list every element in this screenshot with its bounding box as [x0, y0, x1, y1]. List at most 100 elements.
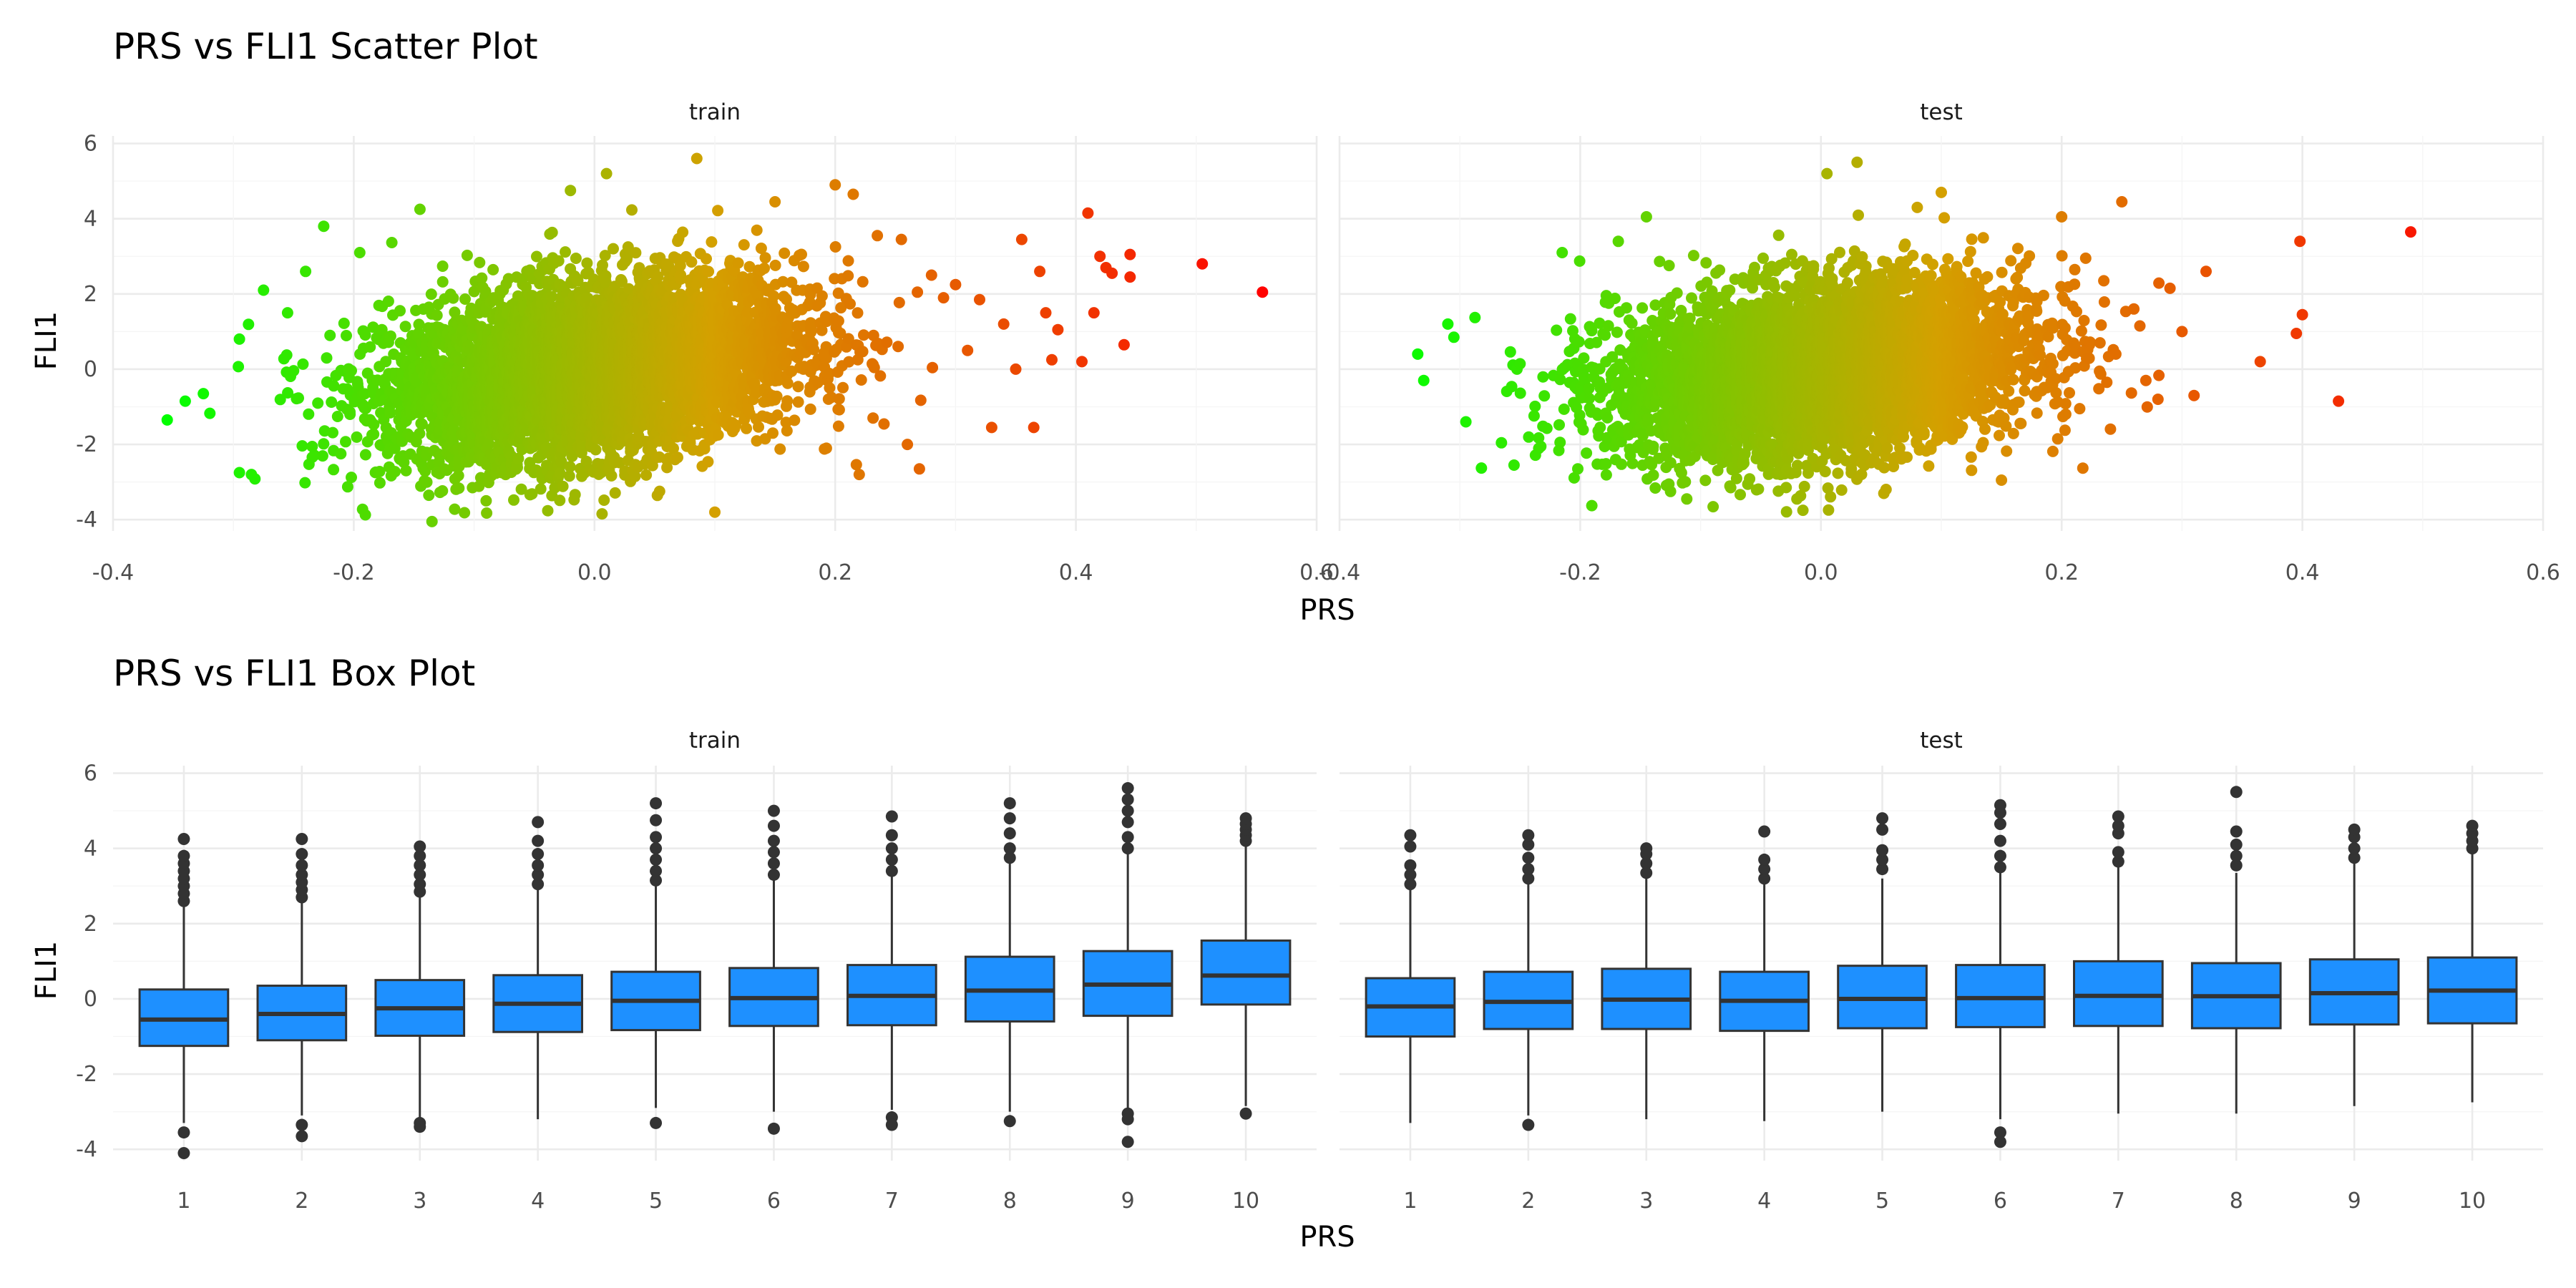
scatter-point	[389, 466, 401, 478]
scatter-point	[280, 349, 293, 361]
scatter-point	[590, 444, 602, 456]
scatter-point	[453, 482, 465, 494]
scatter-point	[459, 507, 471, 519]
scatter-point	[436, 275, 449, 288]
scatter-point	[413, 318, 425, 331]
scatter-point	[640, 469, 653, 481]
scatter-point	[542, 504, 554, 517]
scatter-point	[712, 205, 724, 217]
x-tick-label: 0.2	[818, 560, 852, 585]
scatter-point	[331, 411, 343, 422]
scatter-point	[340, 436, 351, 448]
scatter-point	[243, 318, 255, 331]
scatter-point	[274, 394, 286, 406]
scatter-point	[672, 452, 683, 464]
scatter-point	[751, 224, 763, 236]
scatter-point	[399, 321, 411, 333]
scatter-point	[316, 450, 328, 462]
scatter-point	[483, 438, 495, 450]
scatter-point	[233, 361, 245, 373]
scatter-point	[374, 477, 386, 489]
x-tick-label: -0.4	[92, 560, 135, 585]
box-title: PRS vs FLI1 Box Plot	[113, 653, 475, 694]
scatter-point	[389, 442, 401, 454]
scatter-point	[508, 494, 519, 506]
scatter-point	[557, 480, 569, 492]
y-tick-label: 2	[84, 282, 97, 307]
y-tick-label: 0	[84, 357, 97, 382]
scatter-point	[380, 356, 392, 368]
scatter-point	[758, 263, 770, 274]
scatter-title: PRS vs FLI1 Scatter Plot	[113, 26, 538, 67]
scatter-point	[312, 397, 324, 409]
scatter-point	[324, 329, 336, 341]
scatter-point	[741, 422, 753, 434]
scatter-point	[351, 431, 363, 443]
scatter-point	[346, 365, 357, 376]
scatter-point	[564, 461, 576, 473]
scatter-x-axis-title: PRS	[1299, 594, 1355, 627]
scatter-point	[436, 485, 449, 497]
x-tick-label: 0.6	[1299, 560, 1334, 585]
scatter-point	[368, 419, 380, 431]
scatter-point	[368, 428, 380, 440]
scatter-point	[421, 476, 433, 488]
scatter-point	[431, 309, 443, 321]
scatter-point	[204, 407, 216, 419]
scatter-point	[712, 429, 724, 441]
scatter-point	[384, 406, 396, 419]
scatter-point	[476, 272, 488, 284]
scatter-point	[296, 440, 308, 452]
scatter-point	[452, 469, 464, 482]
scatter-point	[459, 293, 471, 305]
y-tick-label: -4	[76, 507, 97, 532]
scatter-point	[449, 503, 461, 515]
scatter-point	[358, 388, 371, 400]
scatter-point	[318, 438, 330, 450]
scatter-point	[738, 239, 750, 251]
scatter-point	[535, 483, 547, 495]
scatter-point	[303, 408, 315, 420]
scatter-point	[308, 449, 321, 462]
scatter-point	[481, 507, 493, 519]
scatter-point	[702, 456, 714, 468]
scatter-point	[703, 265, 715, 278]
scatter-point	[570, 253, 582, 264]
scatter-point	[626, 204, 638, 216]
scatter-point	[605, 469, 618, 482]
strip-label-train: train	[689, 99, 741, 125]
scatter-point	[677, 226, 689, 238]
box-x-axis-title: PRS	[1299, 1221, 1355, 1254]
scatter-point	[487, 263, 499, 275]
scatter-point	[597, 259, 608, 271]
y-tick-label: -2	[76, 432, 97, 457]
scatter-point	[341, 330, 352, 341]
y-tick-label: 4	[84, 207, 97, 232]
scatter-point	[326, 396, 338, 408]
scatter-point	[701, 253, 712, 265]
scatter-point	[461, 249, 473, 261]
scatter-point	[546, 226, 558, 238]
scatter-y-axis-title: FLI1	[30, 311, 63, 371]
scatter-point	[436, 260, 449, 272]
scatter-point	[293, 392, 304, 404]
scatter-point	[359, 449, 371, 461]
y-tick-label: 6	[84, 132, 97, 157]
scatter-point	[382, 296, 394, 307]
scatter-point	[341, 481, 353, 493]
scatter-point	[328, 380, 340, 392]
scatter-point	[630, 247, 642, 259]
scatter-point	[346, 472, 357, 484]
scatter-point	[531, 250, 542, 263]
scatter-point	[569, 489, 581, 501]
scatter-point	[328, 464, 340, 476]
scatter-point	[299, 477, 311, 489]
scatter-point	[338, 317, 350, 329]
scatter-point	[414, 427, 426, 439]
scatter-point	[706, 236, 718, 248]
scatter-point	[546, 291, 558, 303]
scatter-point	[400, 464, 412, 477]
scatter-point	[359, 509, 371, 521]
scatter-point	[423, 489, 435, 502]
